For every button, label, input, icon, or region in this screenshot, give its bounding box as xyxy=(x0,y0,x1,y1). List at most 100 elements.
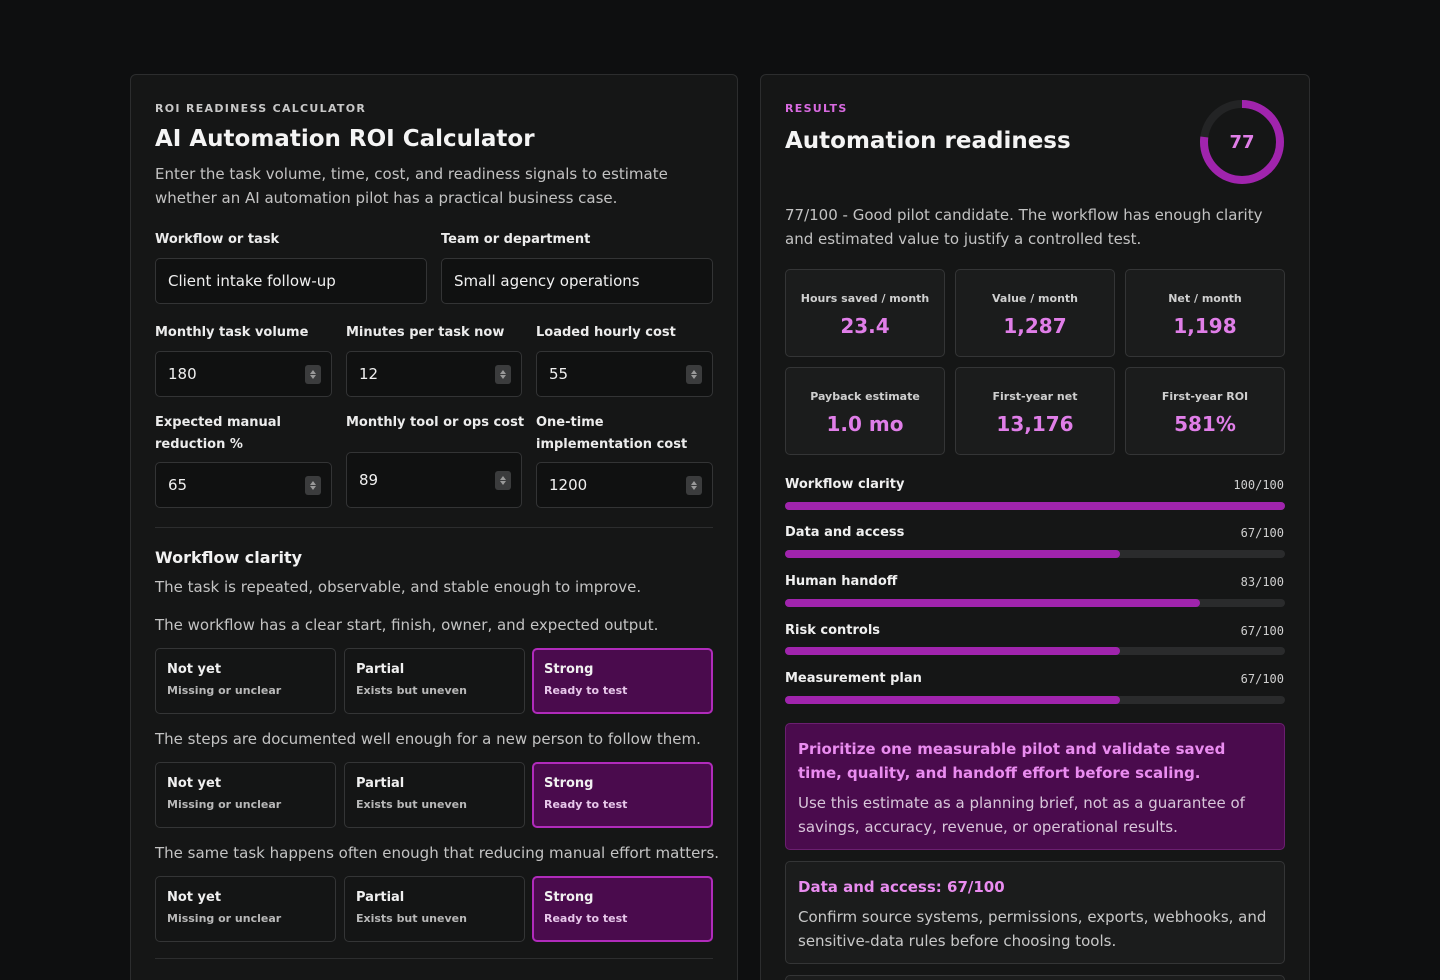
q3-option-not-yet[interactable]: Not yet Missing or unclear xyxy=(155,876,336,942)
metric-label: Payback estimate xyxy=(810,390,920,403)
metric-value: 1.0 mo xyxy=(826,412,904,436)
metric-label: Net / month xyxy=(1168,292,1242,305)
bar-fill-measurement-plan xyxy=(785,696,1120,704)
metric-label: First-year ROI xyxy=(1161,390,1249,403)
option-title: Strong xyxy=(544,890,594,905)
results-summary: 77/100 - Good pilot candidate. The workf… xyxy=(785,206,1263,248)
recommendation-title: Prioritize one measurable pilot and vali… xyxy=(798,740,1226,782)
option-title: Partial xyxy=(356,890,405,905)
reduction-value: 65 xyxy=(168,476,188,494)
bar-label-measurement-plan: Measurement plan xyxy=(785,671,922,686)
team-label: Team or department xyxy=(441,232,591,247)
metric-payback: Payback estimate 1.0 mo xyxy=(785,367,945,455)
metric-first-year-net: First-year net 13,176 xyxy=(955,367,1115,455)
hourly-label: Loaded hourly cost xyxy=(536,325,676,340)
score-ring-arc xyxy=(1200,100,1284,184)
bar-track-data-access xyxy=(785,550,1285,558)
metric-label: Value / month xyxy=(991,292,1078,305)
minutes-stepper[interactable] xyxy=(495,365,511,384)
option-title: Strong xyxy=(544,662,594,677)
q2-option-partial[interactable]: Partial Exists but uneven xyxy=(344,762,525,828)
section-description: The task is repeated, observable, and st… xyxy=(155,578,642,596)
reduction-stepper[interactable] xyxy=(305,476,321,495)
toolcost-stepper[interactable] xyxy=(495,471,511,490)
bar-value-measurement-plan: 67/100 xyxy=(1240,672,1284,686)
option-title: Strong xyxy=(544,776,594,791)
bar-track-human-handoff xyxy=(785,599,1285,607)
results-title: Automation readiness xyxy=(785,128,1071,154)
q2-option-strong[interactable]: Strong Ready to test xyxy=(532,762,713,828)
metric-value: 23.4 xyxy=(840,314,890,338)
volume-label: Monthly task volume xyxy=(155,325,309,340)
option-sub: Ready to test xyxy=(544,912,628,925)
option-title: Partial xyxy=(356,662,405,677)
gap-callout: Data and access: 67/100 Confirm source s… xyxy=(785,861,1285,964)
workflow-label: Workflow or task xyxy=(155,232,280,247)
bar-value-data-access: 67/100 xyxy=(1240,526,1284,540)
option-sub: Ready to test xyxy=(544,684,628,697)
bar-track-risk-controls xyxy=(785,647,1285,655)
option-sub: Ready to test xyxy=(544,798,628,811)
impl-value: 1200 xyxy=(549,476,588,494)
option-sub: Exists but uneven xyxy=(356,912,467,925)
metric-label: First-year net xyxy=(992,390,1078,403)
minutes-label: Minutes per task now xyxy=(346,325,505,340)
bar-track-workflow-clarity xyxy=(785,502,1285,510)
section-divider-bottom xyxy=(155,958,713,959)
reduction-label: Expected manual reduction % xyxy=(155,415,282,452)
bar-label-risk-controls: Risk controls xyxy=(785,623,881,638)
gap-title: Data and access: 67/100 xyxy=(798,878,1005,896)
toolcost-value: 89 xyxy=(359,471,379,489)
results-eyebrow: RESULTS xyxy=(785,102,848,115)
question-3: The same task happens often enough that … xyxy=(155,844,720,862)
reduction-input[interactable]: 65 xyxy=(155,462,332,508)
page-title: AI Automation ROI Calculator xyxy=(155,126,535,152)
volume-value: 180 xyxy=(168,365,197,383)
option-title: Not yet xyxy=(167,890,222,905)
q3-option-partial[interactable]: Partial Exists but uneven xyxy=(344,876,525,942)
q1-option-strong[interactable]: Strong Ready to test xyxy=(532,648,713,714)
calculator-eyebrow: ROI READINESS CALCULATOR xyxy=(155,102,367,115)
calculator-intro: Enter the task volume, time, cost, and r… xyxy=(155,165,668,207)
option-title: Not yet xyxy=(167,776,222,791)
impl-stepper[interactable] xyxy=(686,476,702,495)
q3-option-strong[interactable]: Strong Ready to test xyxy=(532,876,713,942)
option-sub: Exists but uneven xyxy=(356,798,467,811)
minutes-value: 12 xyxy=(359,365,379,383)
hourly-input[interactable]: 55 xyxy=(536,351,713,397)
q1-option-partial[interactable]: Partial Exists but uneven xyxy=(344,648,525,714)
recommendation-callout: Prioritize one measurable pilot and vali… xyxy=(785,723,1285,850)
volume-input[interactable]: 180 xyxy=(155,351,332,397)
metric-hours-saved: Hours saved / month 23.4 xyxy=(785,269,945,357)
hourly-value: 55 xyxy=(549,365,569,383)
score-ring: 77 xyxy=(1198,98,1286,186)
workflow-input[interactable]: Client intake follow-up xyxy=(155,258,427,304)
volume-stepper[interactable] xyxy=(305,365,321,384)
metric-first-year-roi: First-year ROI 581% xyxy=(1125,367,1285,455)
team-value: Small agency operations xyxy=(454,272,640,290)
recommendation-body: Use this estimate as a planning brief, n… xyxy=(798,794,1245,836)
impl-input[interactable]: 1200 xyxy=(536,462,713,508)
bar-label-human-handoff: Human handoff xyxy=(785,574,898,589)
hourly-stepper[interactable] xyxy=(686,365,702,384)
section-title: Workflow clarity xyxy=(155,548,303,567)
option-sub: Missing or unclear xyxy=(167,912,282,925)
calculator-panel: ROI READINESS CALCULATOR AI Automation R… xyxy=(130,74,738,980)
bar-track-measurement-plan xyxy=(785,696,1285,704)
minutes-input[interactable]: 12 xyxy=(346,351,522,397)
metric-value-month: Value / month 1,287 xyxy=(955,269,1115,357)
toolcost-input[interactable]: 89 xyxy=(346,452,522,508)
bar-fill-workflow-clarity xyxy=(785,502,1285,510)
q2-option-not-yet[interactable]: Not yet Missing or unclear xyxy=(155,762,336,828)
metric-value: 581% xyxy=(1174,412,1236,436)
question-2: The steps are documented well enough for… xyxy=(155,730,701,748)
q1-option-not-yet[interactable]: Not yet Missing or unclear xyxy=(155,648,336,714)
metric-value: 1,287 xyxy=(1003,314,1067,338)
option-sub: Exists but uneven xyxy=(356,684,467,697)
team-input[interactable]: Small agency operations xyxy=(441,258,713,304)
bar-value-risk-controls: 67/100 xyxy=(1240,624,1284,638)
metric-label: Hours saved / month xyxy=(800,292,930,305)
metric-value: 1,198 xyxy=(1173,314,1237,338)
option-sub: Missing or unclear xyxy=(167,798,282,811)
toolcost-label: Monthly tool or ops cost xyxy=(346,415,525,430)
